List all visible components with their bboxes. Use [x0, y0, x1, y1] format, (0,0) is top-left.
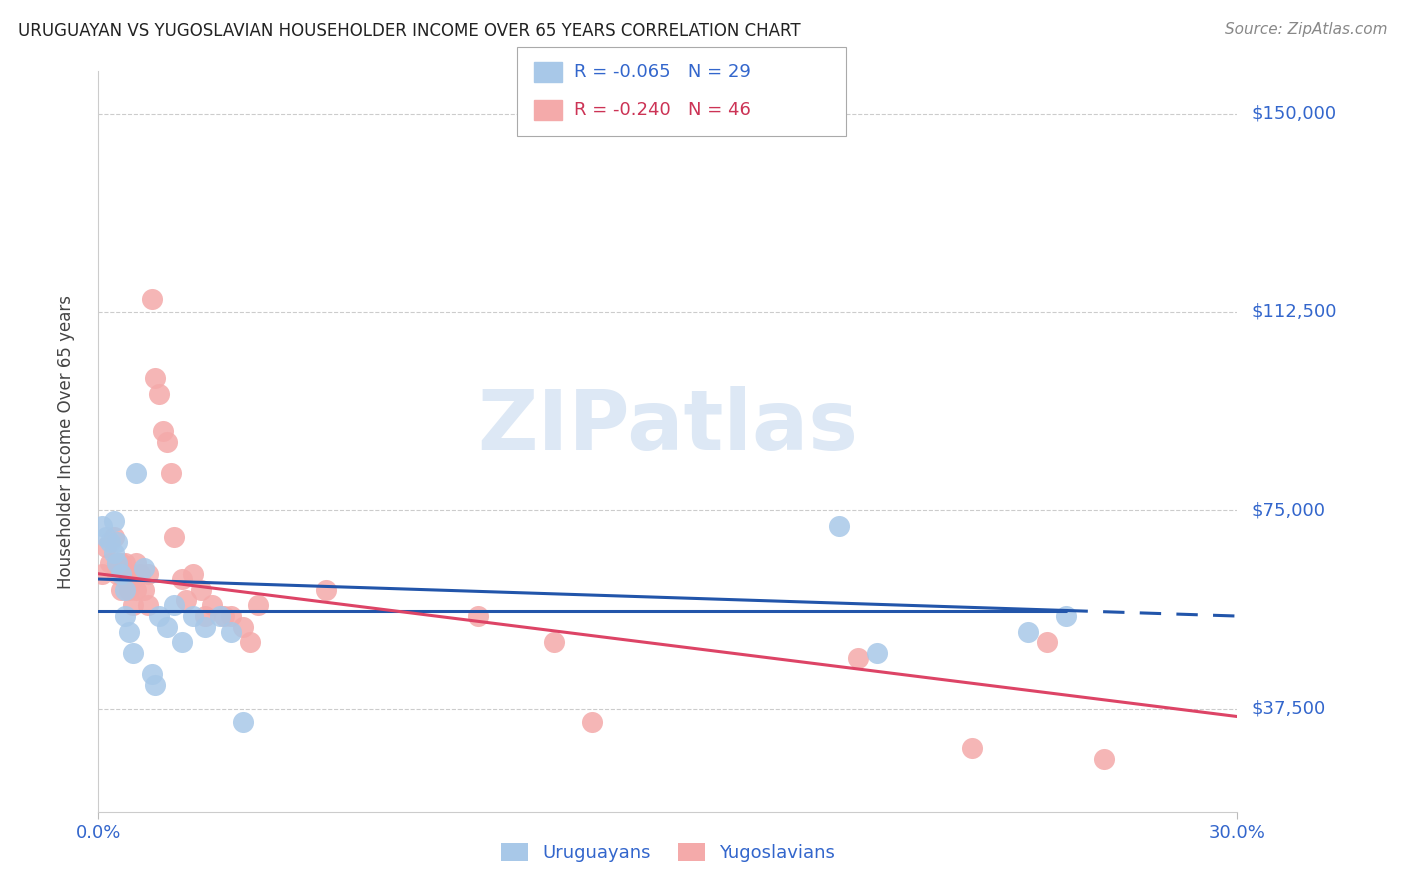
Point — [103, 546, 125, 560]
Point — [1056, 609, 1078, 624]
Point — [107, 535, 129, 549]
Point — [107, 566, 129, 581]
Point — [121, 646, 143, 660]
Point — [581, 714, 603, 729]
Text: ZIPatlas: ZIPatlas — [478, 386, 858, 467]
Point — [121, 599, 143, 613]
Point — [212, 609, 235, 624]
Point — [163, 599, 186, 613]
Point — [145, 371, 167, 385]
Point — [183, 609, 205, 624]
Point — [315, 582, 337, 597]
Point — [121, 572, 143, 586]
Point — [114, 572, 136, 586]
Point — [94, 530, 117, 544]
Point — [239, 635, 262, 649]
Point — [132, 582, 155, 597]
Point — [110, 566, 132, 581]
Point — [118, 566, 141, 581]
Point — [114, 556, 136, 570]
Point — [103, 514, 125, 528]
Point — [866, 646, 889, 660]
Point — [114, 582, 136, 597]
Point — [156, 434, 179, 449]
Point — [159, 467, 181, 481]
Text: URUGUAYAN VS YUGOSLAVIAN HOUSEHOLDER INCOME OVER 65 YEARS CORRELATION CHART: URUGUAYAN VS YUGOSLAVIAN HOUSEHOLDER INC… — [18, 22, 801, 40]
Point — [543, 635, 565, 649]
Point — [232, 714, 254, 729]
Point — [148, 387, 170, 401]
Point — [170, 635, 193, 649]
Point — [1036, 635, 1059, 649]
Text: Source: ZipAtlas.com: Source: ZipAtlas.com — [1225, 22, 1388, 37]
Point — [194, 609, 217, 624]
Point — [125, 582, 148, 597]
Point — [163, 530, 186, 544]
Y-axis label: Householder Income Over 65 years: Householder Income Over 65 years — [56, 294, 75, 589]
Point — [141, 292, 163, 306]
Point — [190, 582, 212, 597]
Point — [94, 541, 117, 555]
Point — [201, 599, 224, 613]
Point — [960, 741, 983, 756]
Point — [174, 593, 197, 607]
Point — [194, 619, 217, 633]
Point — [828, 519, 851, 533]
Text: $112,500: $112,500 — [1251, 303, 1337, 321]
Point — [125, 467, 148, 481]
Point — [98, 535, 121, 549]
Point — [110, 556, 132, 570]
Point — [141, 667, 163, 681]
Point — [246, 599, 269, 613]
Point — [467, 609, 489, 624]
Point — [152, 424, 174, 438]
Point — [110, 582, 132, 597]
Point — [208, 609, 231, 624]
Point — [170, 572, 193, 586]
Point — [118, 582, 141, 597]
Text: $37,500: $37,500 — [1251, 699, 1326, 717]
Point — [846, 651, 869, 665]
Point — [221, 609, 243, 624]
Point — [1018, 624, 1040, 639]
Legend: Uruguayans, Yugoslavians: Uruguayans, Yugoslavians — [494, 836, 842, 870]
Text: $75,000: $75,000 — [1251, 501, 1326, 519]
Point — [114, 609, 136, 624]
Text: R = -0.240   N = 46: R = -0.240 N = 46 — [574, 101, 751, 119]
Point — [118, 624, 141, 639]
Point — [148, 609, 170, 624]
Point — [136, 566, 159, 581]
Point — [145, 678, 167, 692]
Point — [103, 530, 125, 544]
Point — [91, 566, 114, 581]
Text: $150,000: $150,000 — [1251, 104, 1336, 123]
Point — [98, 556, 121, 570]
Point — [136, 599, 159, 613]
Point — [129, 566, 152, 581]
Text: R = -0.065   N = 29: R = -0.065 N = 29 — [574, 63, 751, 81]
Point — [132, 561, 155, 575]
Point — [232, 619, 254, 633]
Point — [91, 519, 114, 533]
Point — [221, 624, 243, 639]
Point — [107, 556, 129, 570]
Point — [183, 566, 205, 581]
Point — [125, 556, 148, 570]
Point — [107, 556, 129, 570]
Point — [1094, 752, 1116, 766]
Point — [156, 619, 179, 633]
